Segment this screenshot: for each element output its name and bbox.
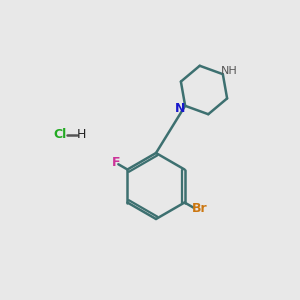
Text: F: F [112, 156, 120, 169]
Text: Cl: Cl [53, 128, 67, 142]
Text: Br: Br [192, 202, 208, 215]
Text: H: H [77, 128, 87, 142]
Text: NH: NH [221, 66, 238, 76]
Text: N: N [175, 102, 185, 115]
